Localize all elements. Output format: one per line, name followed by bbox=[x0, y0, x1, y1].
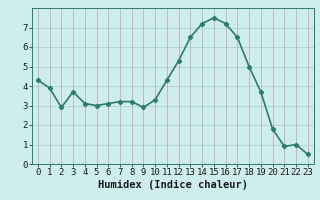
X-axis label: Humidex (Indice chaleur): Humidex (Indice chaleur) bbox=[98, 180, 248, 190]
